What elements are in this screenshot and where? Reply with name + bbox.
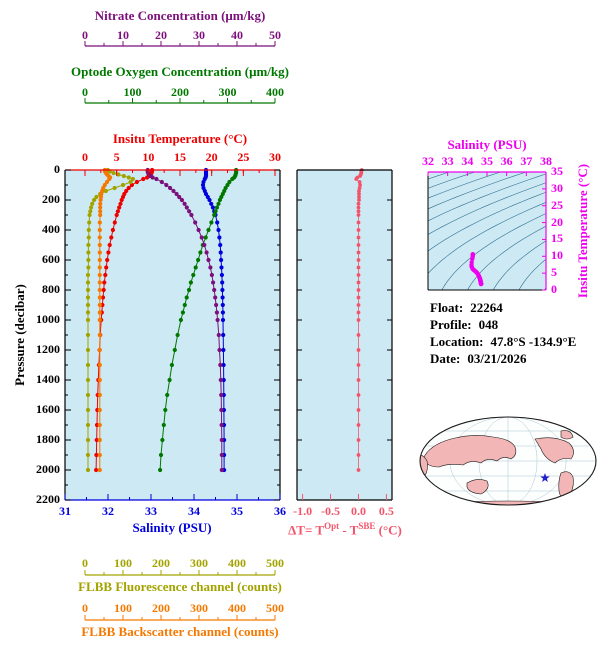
delta-t-title-sup-opt: Opt [324,521,340,531]
float-location-star [540,473,550,482]
profile-label: Profile: [430,317,472,332]
temperature-axis-title: Insitu Temperature (°C) [112,131,248,146]
delta-t-title-mid: - T [339,522,359,538]
delta-t-axis-title: ΔT= TOpt - TSBE (°C) [288,521,402,538]
delta-t-title-post: (°C) [375,522,402,538]
pressure-axis-title: Pressure (decibar) [12,284,27,386]
float-info-row: Float: 22264 [430,299,576,316]
oxygen-axis-title: Optode Oxygen Concentration (μm/kg) [71,64,289,79]
date-value: 03/21/2026 [467,351,527,366]
delta-t-title-pre: ΔT= T [288,522,325,538]
location-info-row: Location: 47.8°S -134.9°E [430,333,576,350]
profile-info-row: Profile: 048 [430,316,576,333]
salinity-axis-title: Salinity (PSU) [132,520,212,535]
location-label: Location: [430,334,484,349]
delta-t-title-sup-sbe: SBE [358,521,376,531]
profile-value: 048 [478,317,499,332]
backscatter-axis-title: FLBB Backscatter channel (counts) [81,624,279,639]
date-label: Date: [430,351,461,366]
float-info-block: Float: 22264 Profile: 048 Location: 47.8°S … [430,299,576,367]
fluorescence-axis-title: FLBB Fluorescence channel (counts) [78,579,282,594]
world-map [419,416,597,506]
ts-temperature-axis-title: Insitu Temperature (°C) [575,163,590,299]
float-label: Float: [430,300,464,315]
date-info-row: Date: 03/21/2026 [430,350,576,367]
ts-salinity-axis-title: Salinity (PSU) [447,137,527,152]
location-value: 47.8°S -134.9°E [490,334,577,349]
float-value: 22264 [470,300,503,315]
nitrate-axis-title: Nitrate Concentration (μm/kg) [94,8,266,23]
